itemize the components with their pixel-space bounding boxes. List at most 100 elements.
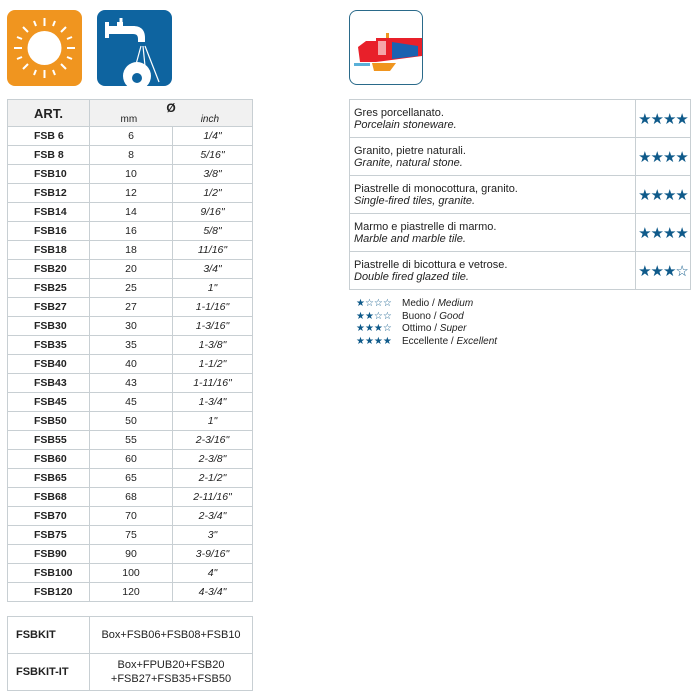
material-en: Porcelain stoneware. — [354, 118, 457, 131]
cell-art: FSB68 — [7, 487, 90, 507]
cell-mm: 27 — [89, 297, 173, 317]
material-en: Granite, natural stone. — [354, 156, 463, 169]
cell-art: FSB14 — [7, 202, 90, 222]
cell-mm: 75 — [89, 525, 173, 545]
table-row: FSB120 120 4-3/4" — [7, 582, 253, 602]
cell-art: FSB18 — [7, 240, 90, 260]
table-row: FSB14 14 9/16" — [7, 202, 253, 222]
cell-inch: 2-3/16" — [172, 430, 253, 450]
cell-inch: 3/4" — [172, 259, 253, 279]
header-inch: inch — [200, 113, 220, 125]
material-desc: Piastrelle di bicottura e vetrose. Double… — [349, 251, 636, 290]
header-diameter: Ø mm inch — [89, 99, 253, 127]
material-en: Marble and marble tile. — [354, 232, 466, 245]
cell-mm: 40 — [89, 354, 173, 374]
cell-mm: 16 — [89, 221, 173, 241]
legend-stars: ★☆☆☆ — [356, 298, 392, 309]
cell-art: FSB10 — [7, 164, 90, 184]
cell-art: FSB45 — [7, 392, 90, 412]
cell-art: FSB100 — [7, 563, 90, 583]
cell-mm: 20 — [89, 259, 173, 279]
cell-mm: 43 — [89, 373, 173, 393]
rating-stars: ★★★★ — [635, 137, 691, 176]
cell-mm: 18 — [89, 240, 173, 260]
kits-table: FSBKIT Box+FSB06+FSB08+FSB10 FSBKIT-IT Box… — [7, 616, 253, 691]
legend-it: Eccellente — [402, 335, 449, 347]
cell-art: FSB43 — [7, 373, 90, 393]
rating-stars: ★★★★ — [635, 175, 691, 214]
cell-inch: 1-3/16" — [172, 316, 253, 336]
table-row: FSB60 60 2-3/8" — [7, 449, 253, 469]
table-row: FSB35 35 1-3/8" — [7, 335, 253, 355]
table-row: FSB40 40 1-1/2" — [7, 354, 253, 374]
cell-mm: 55 — [89, 430, 173, 450]
cell-inch: 3/8" — [172, 164, 253, 184]
material-en: Single-fired tiles, granite. — [354, 194, 476, 207]
angle-grinder-icon — [349, 10, 423, 85]
cell-art: FSB12 — [7, 183, 90, 203]
material-it: Marmo e piastrelle di marmo. — [354, 220, 497, 233]
legend-item: ★★★☆ Ottimo / Super — [356, 323, 467, 334]
table-row: FSB16 16 5/8" — [7, 221, 253, 241]
table-row: FSB25 25 1" — [7, 278, 253, 298]
diameter-symbol: Ø — [166, 100, 176, 115]
water-tap-icon — [97, 10, 172, 86]
rating-stars: ★★★★ — [635, 213, 691, 252]
legend-stars: ★★★★ — [356, 335, 392, 347]
legend-en: Super — [439, 323, 467, 334]
cell-inch: 3" — [172, 525, 253, 545]
cell-mm: 70 — [89, 506, 173, 526]
cell-art: FSB35 — [7, 335, 90, 355]
cell-inch: 1-3/8" — [172, 335, 253, 355]
table-row: FSB12 12 1/2" — [7, 183, 253, 203]
kit-art: FSBKIT — [7, 616, 90, 654]
cell-mm: 90 — [89, 544, 173, 564]
table-row: FSB20 20 3/4" — [7, 259, 253, 279]
cell-inch: 3-9/16" — [172, 544, 253, 564]
table-row: FSB68 68 2-11/16" — [7, 487, 253, 507]
table-row: FSB45 45 1-3/4" — [7, 392, 253, 412]
legend-item: ★★☆☆ Buono / Good — [356, 310, 464, 322]
cell-art: FSB 8 — [7, 145, 90, 165]
cell-art: FSB55 — [7, 430, 90, 450]
cell-inch: 1/4" — [172, 126, 253, 146]
cell-art: FSB16 — [7, 221, 90, 241]
rating-legend: ★☆☆☆ Medio / Medium ★★☆☆ Buono / Good ★★★☆ Ot… — [356, 298, 497, 348]
cell-inch: 11/16" — [172, 240, 253, 260]
header-mm: mm — [120, 113, 138, 125]
cell-inch: 1-1/16" — [172, 297, 253, 317]
cell-inch: 5/8" — [172, 221, 253, 241]
cell-inch: 5/16" — [172, 145, 253, 165]
cell-inch: 2-11/16" — [172, 487, 253, 507]
legend-item: ★☆☆☆ Medio / Medium — [356, 298, 474, 309]
material-it: Piastrelle di bicottura e vetrose. — [354, 258, 508, 271]
cell-inch: 4" — [172, 563, 253, 583]
materials-table: Gres porcellanato. Porcelain stoneware. ★★… — [349, 99, 691, 290]
header-art: ART. — [7, 99, 90, 127]
cell-inch: 2-3/4" — [172, 506, 253, 526]
cell-mm: 60 — [89, 449, 173, 469]
cell-art: FSB120 — [7, 582, 90, 602]
cell-art: FSB75 — [7, 525, 90, 545]
cell-mm: 45 — [89, 392, 173, 412]
material-row: Piastrelle di bicottura e vetrose. Double… — [349, 251, 691, 290]
cell-mm: 65 — [89, 468, 173, 488]
cell-mm: 6 — [89, 126, 173, 146]
table-row: FSB 6 6 1/4" — [7, 126, 253, 146]
table-row: FSB18 18 11/16" — [7, 240, 253, 260]
cell-art: FSB27 — [7, 297, 90, 317]
cell-mm: 120 — [89, 582, 173, 602]
sun-icon — [7, 10, 82, 86]
cell-mm: 30 — [89, 316, 173, 336]
kit-art: FSBKIT-IT — [7, 653, 90, 691]
table-row: FSB100 100 4" — [7, 563, 253, 583]
cell-mm: 14 — [89, 202, 173, 222]
material-row: Granito, pietre naturali. Granite, natura… — [349, 137, 691, 176]
cell-inch: 1-1/2" — [172, 354, 253, 374]
material-row: Gres porcellanato. Porcelain stoneware. ★★… — [349, 99, 691, 138]
table-header: ART. Ø mm inch — [7, 99, 253, 127]
kit-content: Box+FSB06+FSB08+FSB10 — [89, 616, 253, 654]
table-row: FSB10 10 3/8" — [7, 164, 253, 184]
cell-mm: 25 — [89, 278, 173, 298]
material-it: Granito, pietre naturali. — [354, 144, 466, 157]
